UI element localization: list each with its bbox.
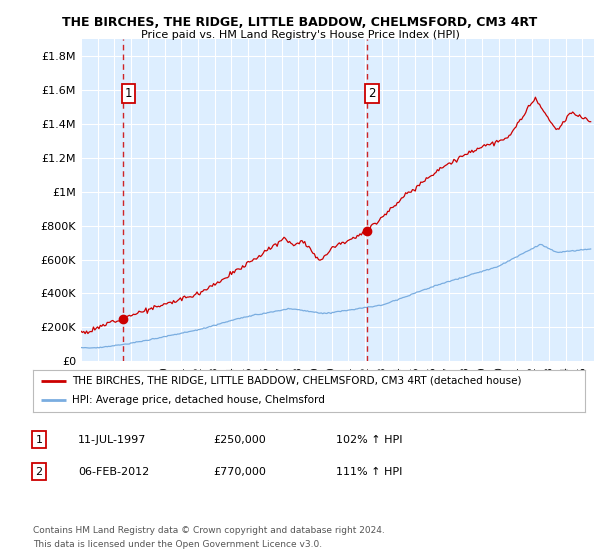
Text: 102% ↑ HPI: 102% ↑ HPI [336,435,403,445]
Text: £250,000: £250,000 [213,435,266,445]
Text: £770,000: £770,000 [213,466,266,477]
Text: 06-FEB-2012: 06-FEB-2012 [78,466,149,477]
Text: 1: 1 [35,435,43,445]
Text: Contains HM Land Registry data © Crown copyright and database right 2024.: Contains HM Land Registry data © Crown c… [33,526,385,535]
Text: THE BIRCHES, THE RIDGE, LITTLE BADDOW, CHELMSFORD, CM3 4RT (detached house): THE BIRCHES, THE RIDGE, LITTLE BADDOW, C… [71,376,521,386]
Text: 2: 2 [368,87,376,100]
Text: 111% ↑ HPI: 111% ↑ HPI [336,466,403,477]
Text: 2: 2 [35,466,43,477]
Text: 11-JUL-1997: 11-JUL-1997 [78,435,146,445]
Text: Price paid vs. HM Land Registry's House Price Index (HPI): Price paid vs. HM Land Registry's House … [140,30,460,40]
Text: HPI: Average price, detached house, Chelmsford: HPI: Average price, detached house, Chel… [71,395,325,405]
Text: THE BIRCHES, THE RIDGE, LITTLE BADDOW, CHELMSFORD, CM3 4RT: THE BIRCHES, THE RIDGE, LITTLE BADDOW, C… [62,16,538,29]
Text: This data is licensed under the Open Government Licence v3.0.: This data is licensed under the Open Gov… [33,540,322,549]
Text: 1: 1 [125,87,133,100]
